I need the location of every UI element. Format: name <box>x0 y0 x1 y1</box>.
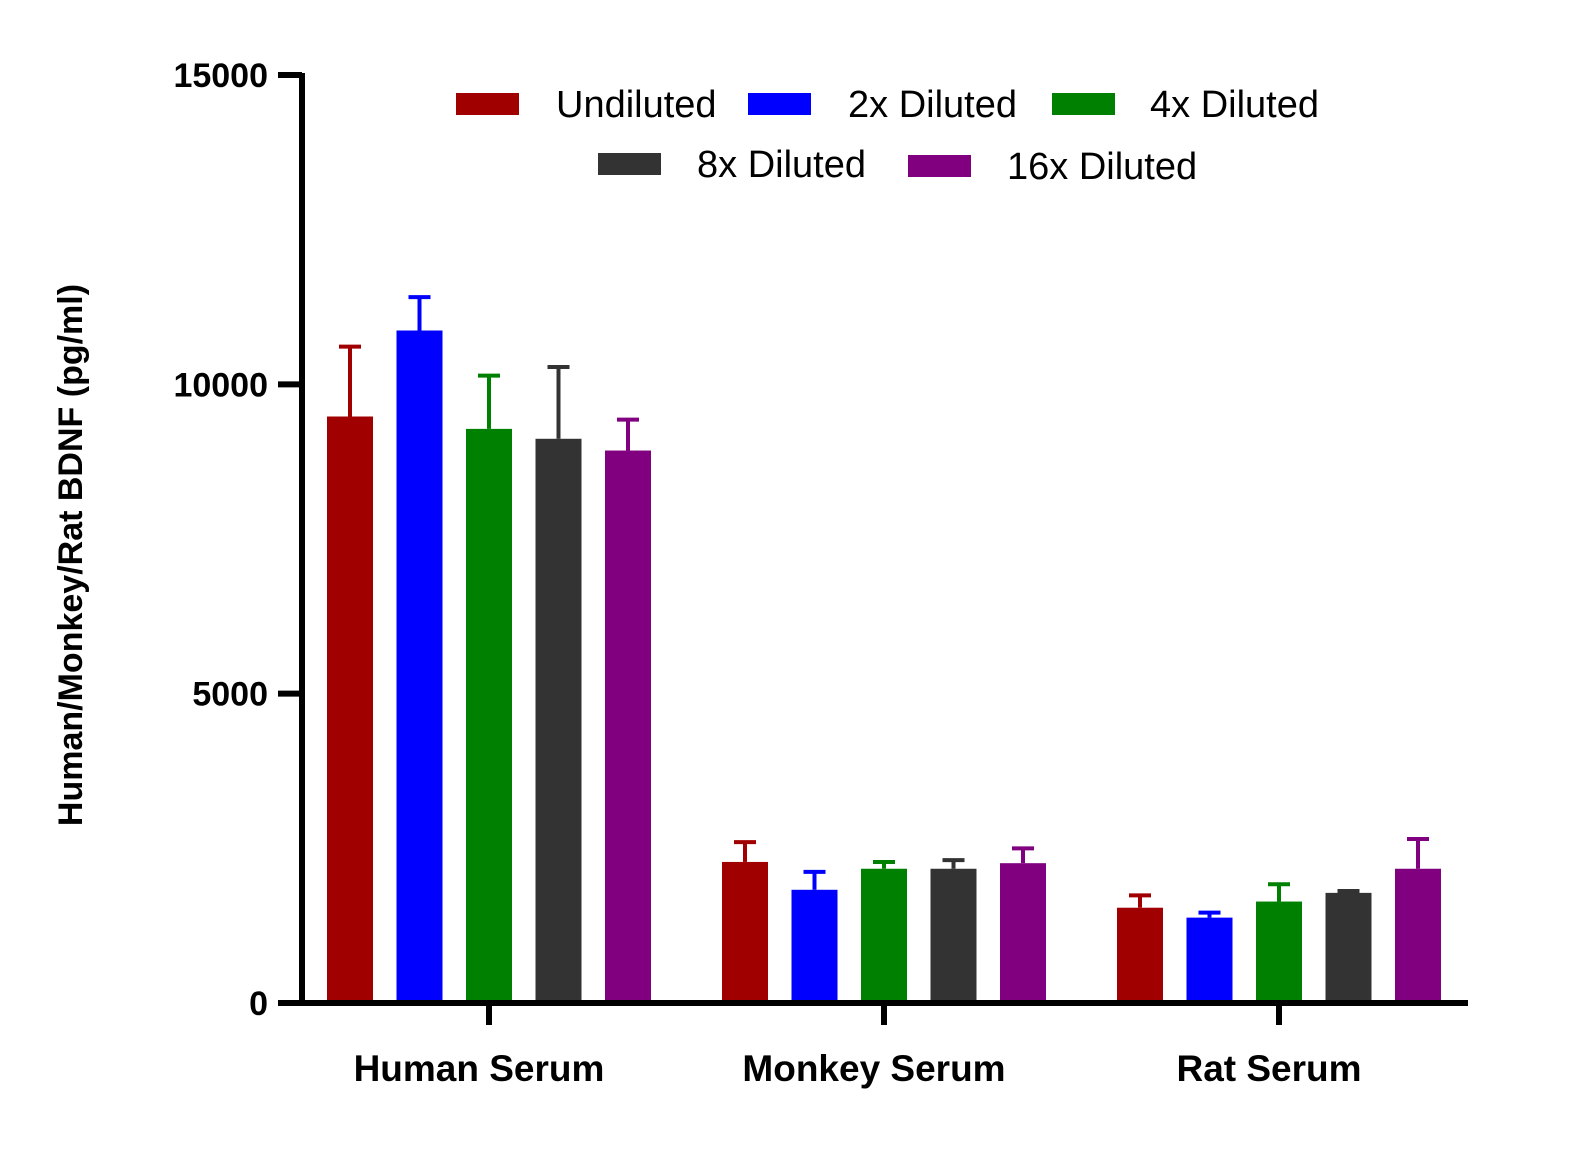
y-tick-label-3: 15000 <box>173 57 268 95</box>
bar-2-2 <box>1256 901 1302 1003</box>
legend-label-0: Undiluted <box>556 84 717 126</box>
bar-0-0 <box>327 416 373 1003</box>
y-tick-label-1: 5000 <box>192 676 268 714</box>
legend-label-2: 4x Diluted <box>1150 84 1319 126</box>
bar-0-2 <box>466 428 512 1003</box>
bars-layer <box>327 295 1441 1004</box>
legend: Undiluted 2x Diluted 4x Diluted 8x Diluted 1… <box>456 84 1319 188</box>
bar-1-0 <box>722 861 768 1003</box>
bar-2-1 <box>1186 917 1233 1003</box>
axes-layer: 0 5000 10000 15000 Human Serum Monkey Serum Ra… <box>173 57 1468 1089</box>
bar-0-4 <box>605 450 651 1004</box>
y-tick-label-0: 0 <box>249 985 268 1023</box>
bar-0-1 <box>396 330 443 1003</box>
x-tick-label-0: Human Serum <box>354 1048 605 1089</box>
legend-item-4: 16x Diluted <box>908 146 1197 188</box>
x-tick-label-1: Monkey Serum <box>742 1048 1005 1089</box>
bar-2-0 <box>1117 907 1163 1003</box>
legend-label-4: 16x Diluted <box>1007 146 1197 188</box>
bar-2-3 <box>1325 892 1372 1003</box>
bar-1-2 <box>861 868 907 1003</box>
bar-1-4 <box>1000 863 1046 1003</box>
bar-0-3 <box>535 438 582 1003</box>
legend-swatch-2 <box>1052 93 1115 115</box>
legend-swatch-1 <box>748 93 811 115</box>
legend-swatch-4 <box>908 155 971 177</box>
legend-swatch-3 <box>598 153 661 175</box>
legend-label-3: 8x Diluted <box>697 144 866 186</box>
legend-item-1: 2x Diluted <box>748 84 1017 126</box>
y-axis-label: Human/Monkey/Rat BDNF (pg/ml) <box>52 284 90 826</box>
legend-swatch-0 <box>456 93 519 115</box>
bar-2-4 <box>1395 868 1441 1003</box>
y-tick-label-2: 10000 <box>173 366 268 404</box>
legend-item-0: Undiluted <box>456 84 717 126</box>
x-tick-label-2: Rat Serum <box>1176 1048 1361 1089</box>
legend-item-3: 8x Diluted <box>598 144 866 186</box>
legend-item-2: 4x Diluted <box>1052 84 1319 126</box>
legend-label-1: 2x Diluted <box>848 84 1017 126</box>
bar-1-3 <box>930 868 977 1003</box>
bar-1-1 <box>791 889 838 1003</box>
